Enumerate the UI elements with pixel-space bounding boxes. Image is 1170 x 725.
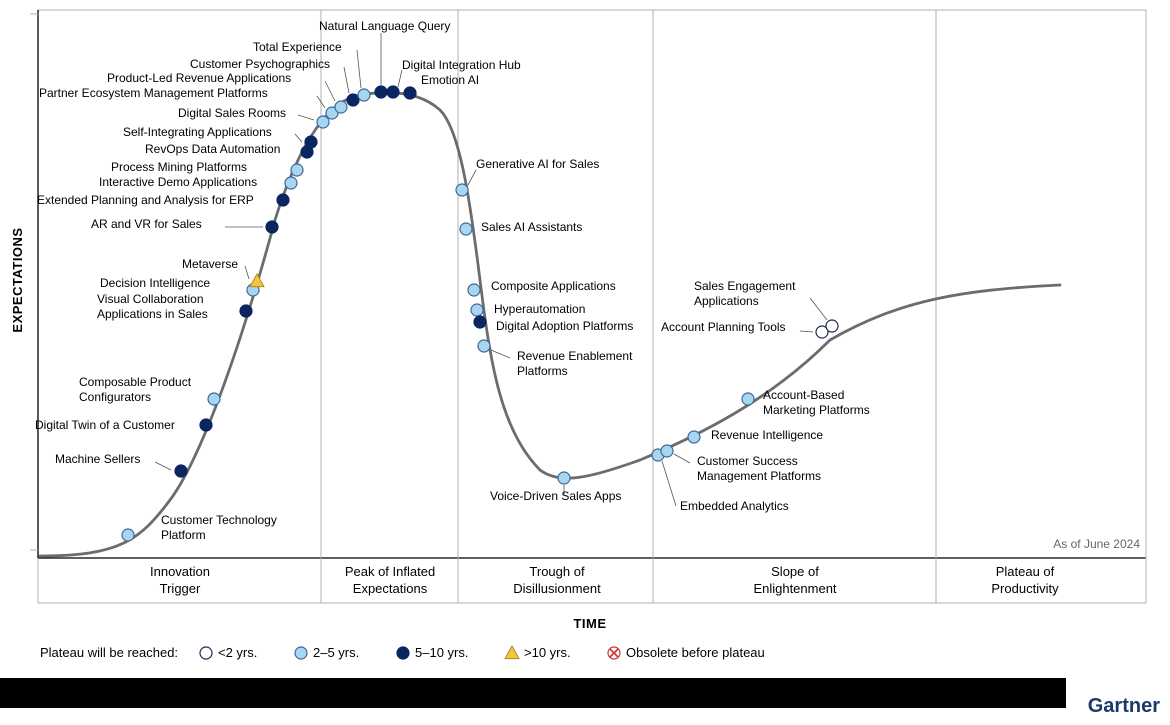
point-label: Digital Sales Rooms bbox=[178, 106, 286, 120]
legend-item: 5–10 yrs. bbox=[415, 645, 468, 660]
brand-logo: Gartner bbox=[1088, 695, 1160, 717]
point-label: Generative AI for Sales bbox=[476, 157, 599, 171]
data-point: Digital Twin of a Customer bbox=[35, 418, 212, 432]
legend-item: Obsolete before plateau bbox=[626, 645, 765, 660]
data-point: Visual CollaborationApplications in Sale… bbox=[97, 292, 252, 321]
data-point: Process Mining Platforms bbox=[111, 160, 303, 176]
legend-item: >10 yrs. bbox=[524, 645, 571, 660]
data-point: Revenue EnablementPlatforms bbox=[478, 340, 633, 378]
point-label: Total Experience bbox=[253, 40, 342, 54]
data-point: RevOps Data Automation bbox=[145, 142, 313, 158]
data-point: Hyperautomation bbox=[471, 302, 585, 316]
data-point: Emotion AI bbox=[404, 73, 479, 99]
phase-label: Expectations bbox=[353, 581, 428, 596]
point-label: Embedded Analytics bbox=[680, 499, 789, 513]
data-point: Extended Planning and Analysis for ERP bbox=[37, 193, 289, 207]
data-point: Sales AI Assistants bbox=[460, 220, 582, 235]
point-label: Composite Applications bbox=[491, 279, 616, 293]
point-label: Configurators bbox=[79, 390, 151, 404]
phase-label: Disillusionment bbox=[513, 581, 601, 596]
x-axis-label: TIME bbox=[573, 616, 606, 631]
point-label: Machine Sellers bbox=[55, 452, 140, 466]
phase-label: Slope of bbox=[771, 564, 819, 579]
data-point: Composite Applications bbox=[468, 279, 616, 296]
point-label: Decision Intelligence bbox=[100, 276, 210, 290]
phase-label: Enlightenment bbox=[753, 581, 836, 596]
point-label: Product-Led Revenue Applications bbox=[107, 71, 291, 85]
phase-label: Trough of bbox=[529, 564, 585, 579]
point-label: Digital Twin of a Customer bbox=[35, 418, 175, 432]
point-label: Customer Psychographics bbox=[190, 57, 330, 71]
point-label: Process Mining Platforms bbox=[111, 160, 247, 174]
point-label: Applications bbox=[694, 294, 759, 308]
data-point: Machine Sellers bbox=[55, 452, 187, 477]
phase-label: Plateau of bbox=[996, 564, 1055, 579]
point-label: Sales AI Assistants bbox=[481, 220, 582, 234]
point-label: Customer Technology bbox=[161, 513, 277, 527]
point-label: RevOps Data Automation bbox=[145, 142, 280, 156]
y-axis-label: EXPECTATIONS bbox=[10, 227, 25, 332]
as-of-text: As of June 2024 bbox=[1053, 537, 1140, 551]
point-label: Sales Engagement bbox=[694, 279, 796, 293]
point-label: Partner Ecosystem Management Platforms bbox=[39, 86, 268, 100]
phase-label: Productivity bbox=[991, 581, 1059, 596]
point-label: Marketing Platforms bbox=[763, 403, 870, 417]
point-label: Visual Collaboration bbox=[97, 292, 204, 306]
data-point: Interactive Demo Applications bbox=[99, 175, 297, 189]
legend-item: <2 yrs. bbox=[218, 645, 257, 660]
point-label: AR and VR for Sales bbox=[91, 217, 202, 231]
legend-item: 2–5 yrs. bbox=[313, 645, 359, 660]
point-label: Account-Based bbox=[763, 388, 844, 402]
point-label: Interactive Demo Applications bbox=[99, 175, 257, 189]
point-label: Customer Success bbox=[697, 454, 798, 468]
point-label: Composable Product bbox=[79, 375, 192, 389]
data-point: Generative AI for Sales bbox=[456, 157, 599, 196]
point-label: Digital Integration Hub bbox=[402, 58, 521, 72]
data-point: Account Planning Tools bbox=[661, 320, 828, 338]
point-label: Account Planning Tools bbox=[661, 320, 786, 334]
point-label: Revenue Enablement bbox=[517, 349, 633, 363]
phase-label: Trigger bbox=[160, 581, 201, 596]
point-label: Self-Integrating Applications bbox=[123, 125, 272, 139]
data-point: Composable ProductConfigurators bbox=[79, 375, 220, 405]
data-point: Customer SuccessManagement Platforms bbox=[661, 445, 821, 483]
point-label: Management Platforms bbox=[697, 469, 821, 483]
point-label: Platforms bbox=[517, 364, 568, 378]
data-point: Revenue Intelligence bbox=[688, 428, 823, 443]
point-label: Hyperautomation bbox=[494, 302, 585, 316]
hype-cycle-chart: EXPECTATIONS TIME Innovation Trigger Peak of… bbox=[0, 0, 1170, 725]
phase-label: Innovation bbox=[150, 564, 210, 579]
point-label: Revenue Intelligence bbox=[711, 428, 823, 442]
point-label: Voice-Driven Sales Apps bbox=[490, 489, 621, 503]
point-label: Extended Planning and Analysis for ERP bbox=[37, 193, 254, 207]
point-label: Natural Language Query bbox=[319, 19, 450, 33]
point-label: Platform bbox=[161, 528, 206, 542]
point-label: Applications in Sales bbox=[97, 307, 208, 321]
legend-title: Plateau will be reached: bbox=[40, 645, 178, 660]
point-label: Metaverse bbox=[182, 257, 238, 271]
point-label: Digital Adoption Platforms bbox=[496, 319, 633, 333]
phase-label: Peak of Inflated bbox=[345, 564, 435, 579]
data-point: Digital Adoption Platforms bbox=[474, 316, 633, 333]
data-point: AR and VR for Sales bbox=[91, 217, 278, 233]
data-point: Account-BasedMarketing Platforms bbox=[742, 388, 870, 417]
point-label: Emotion AI bbox=[421, 73, 479, 87]
